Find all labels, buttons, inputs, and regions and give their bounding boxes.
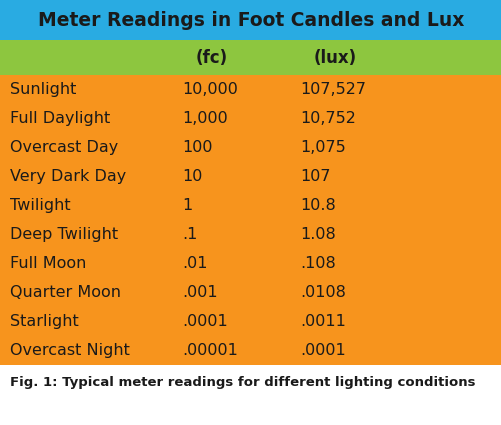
Text: Full Daylight: Full Daylight bbox=[10, 111, 110, 126]
Bar bbox=[0, 40, 501, 75]
Text: (fc): (fc) bbox=[195, 48, 227, 66]
Text: 107,527: 107,527 bbox=[300, 82, 365, 97]
Text: (lux): (lux) bbox=[313, 48, 356, 66]
Text: 10.8: 10.8 bbox=[300, 198, 335, 213]
Text: 107: 107 bbox=[300, 169, 330, 184]
Text: .01: .01 bbox=[182, 256, 207, 271]
Text: 100: 100 bbox=[182, 140, 212, 155]
Text: Fig. 1: Typical meter readings for different lighting conditions: Fig. 1: Typical meter readings for diffe… bbox=[10, 376, 474, 389]
Text: Full Moon: Full Moon bbox=[10, 256, 86, 271]
Text: .0001: .0001 bbox=[182, 314, 227, 329]
Text: .0011: .0011 bbox=[300, 314, 345, 329]
Text: .00001: .00001 bbox=[182, 343, 237, 358]
Text: 1: 1 bbox=[182, 198, 192, 213]
Text: .1: .1 bbox=[182, 227, 197, 242]
Text: 1,075: 1,075 bbox=[300, 140, 345, 155]
Text: 10: 10 bbox=[182, 169, 202, 184]
Text: Quarter Moon: Quarter Moon bbox=[10, 285, 121, 300]
Text: .0108: .0108 bbox=[300, 285, 345, 300]
Text: Deep Twilight: Deep Twilight bbox=[10, 227, 118, 242]
Text: Starlight: Starlight bbox=[10, 314, 79, 329]
Text: Sunlight: Sunlight bbox=[10, 82, 76, 97]
Text: Meter Readings in Foot Candles and Lux: Meter Readings in Foot Candles and Lux bbox=[38, 11, 463, 29]
Text: Twilight: Twilight bbox=[10, 198, 71, 213]
Text: Overcast Day: Overcast Day bbox=[10, 140, 118, 155]
Text: Overcast Night: Overcast Night bbox=[10, 343, 130, 358]
Bar bbox=[0, 0, 501, 40]
Text: 10,000: 10,000 bbox=[182, 82, 237, 97]
Text: 1,000: 1,000 bbox=[182, 111, 227, 126]
Text: Very Dark Day: Very Dark Day bbox=[10, 169, 126, 184]
Text: 1.08: 1.08 bbox=[300, 227, 335, 242]
Text: 10,752: 10,752 bbox=[300, 111, 355, 126]
Text: .001: .001 bbox=[182, 285, 217, 300]
Text: .0001: .0001 bbox=[300, 343, 345, 358]
Text: .108: .108 bbox=[300, 256, 335, 271]
Bar bbox=[0, 75, 501, 365]
